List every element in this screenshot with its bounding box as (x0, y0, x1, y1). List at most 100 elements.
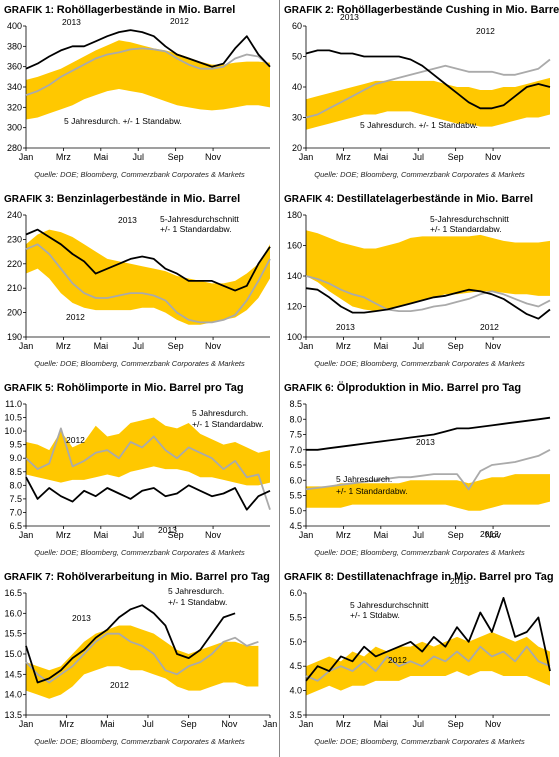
x-tick-label: Jul (412, 341, 424, 351)
y-tick-label: 300 (7, 123, 22, 133)
y-tick-label: 8.5 (9, 467, 22, 477)
y-tick-label: 220 (7, 259, 22, 269)
x-tick-label: Mai (374, 719, 389, 729)
chart-title: GRAFIK 6: Ölproduktion in Mio. Barrel pr… (284, 381, 521, 394)
y-tick-label: 16.0 (4, 608, 22, 618)
chart-title: GRAFIK 7: Rohölverarbeitung in Mio. Barr… (4, 571, 270, 583)
chart-svg: GRAFIK 8: Destillatenachfrage in Mio. Ba… (284, 571, 554, 746)
chart-label: GRAFIK 7: (4, 572, 57, 583)
x-tick-label: Jan (299, 719, 314, 729)
chart-title: GRAFIK 1: Rohöllagerbestände in Mio. Bar… (4, 4, 235, 16)
x-tick-label: Mrz (56, 152, 71, 162)
std-band (26, 40, 270, 120)
x-tick-label: Mrz (336, 719, 351, 729)
series-line-2012 (25, 47, 271, 96)
x-tick-label: Jan (299, 530, 314, 540)
chart-panel-2: GRAFIK 2: Rohöllagerbestände Cushing in … (280, 0, 559, 189)
chart-svg: GRAFIK 1: Rohöllagerbestände in Mio. Bar… (4, 4, 271, 179)
annotation: 5 Jahresdurch. (336, 474, 392, 484)
annotation: 2012 (476, 26, 495, 36)
std-band (26, 625, 259, 699)
annotation: 5 Jahresdurch. (192, 408, 248, 418)
annotation: 2013 (118, 215, 137, 225)
chart-title: GRAFIK 3: Benzinlagerbestände in Mio. Ba… (4, 193, 240, 205)
y-tick-label: 50 (292, 52, 302, 62)
chart-title: GRAFIK 2: Rohöllagerbestände Cushing in … (284, 4, 559, 16)
y-tick-label: 100 (287, 332, 302, 342)
chart-svg: GRAFIK 7: Rohölverarbeitung in Mio. Barr… (4, 571, 278, 746)
x-tick-label: Jul (412, 152, 424, 162)
x-tick-label: Mrz (56, 341, 71, 351)
y-tick-label: 16.5 (4, 588, 22, 598)
y-tick-label: 9.0 (9, 453, 22, 463)
y-tick-label: 190 (7, 332, 22, 342)
y-tick-label: 7.0 (289, 445, 302, 455)
chart-title: GRAFIK 4: Destillatelagerbestände in Mio… (284, 193, 533, 205)
annotation: 5 Jahresdurch. (168, 586, 224, 596)
y-tick-label: 30 (292, 113, 302, 123)
annotation: 2012 (66, 312, 85, 322)
chart-panel-4: GRAFIK 4: Destillatelagerbestände in Mio… (280, 189, 559, 378)
y-tick-label: 140 (287, 271, 302, 281)
y-tick-label: 10.5 (4, 413, 22, 423)
chart-title-text: Ölproduktion in Mio. Barrel pro Tag (337, 381, 521, 394)
annotation: +/- 1 Standardabw. (430, 224, 502, 234)
x-tick-label: Nov (205, 152, 222, 162)
annotation: 5 Jahresdurch. +/- 1 Standabw. (360, 120, 478, 130)
y-tick-label: 6.0 (289, 475, 302, 485)
chart-title-text: Destillatenachfrage in Mio. Barrel pro T… (337, 571, 554, 583)
y-tick-label: 8.5 (289, 399, 302, 409)
y-tick-label: 240 (7, 210, 22, 220)
chart-title-text: Rohölverarbeitung in Mio. Barrel pro Tag (57, 571, 270, 583)
chart-title-text: Rohöllagerbestände in Mio. Barrel (57, 4, 235, 16)
source-note: Quelle: DOE; Bloomberg, Commerzbank Corp… (34, 359, 245, 368)
chart-panel-3: GRAFIK 3: Benzinlagerbestände in Mio. Ba… (0, 189, 279, 378)
chart-svg: GRAFIK 4: Destillatelagerbestände in Mio… (284, 193, 551, 368)
x-tick-label: Mai (100, 719, 115, 729)
y-tick-label: 20 (292, 143, 302, 153)
annotation: 2013 (72, 613, 91, 623)
x-tick-label: Mrz (336, 341, 351, 351)
x-tick-label: Sep (448, 341, 464, 351)
y-tick-label: 360 (7, 62, 22, 72)
series-line-2013 (25, 228, 271, 292)
chart-title-text: Rohölimporte in Mio. Barrel pro Tag (57, 382, 244, 394)
x-tick-label: Mai (374, 341, 389, 351)
x-tick-label: Nov (205, 341, 222, 351)
x-tick-label: Mrz (59, 719, 74, 729)
series-line-2012 (25, 632, 259, 684)
y-tick-label: 7.5 (289, 430, 302, 440)
annotation: 5-Jahresdurchschnitt (430, 214, 510, 224)
x-tick-label: Jul (412, 719, 424, 729)
y-tick-label: 230 (7, 234, 22, 244)
source-note: Quelle: DOE; Bloomberg, Commerzbank Corp… (314, 359, 525, 368)
y-tick-label: 7.5 (9, 494, 22, 504)
x-tick-label: Mai (94, 530, 109, 540)
y-tick-label: 400 (7, 21, 22, 31)
x-tick-label: Sep (168, 152, 184, 162)
annotation: 2013 (340, 12, 359, 22)
chart-title: GRAFIK 5: Rohölimporte in Mio. Barrel pr… (4, 382, 244, 394)
annotation: +/- 1 Standardabw. (160, 224, 232, 234)
y-tick-label: 40 (292, 82, 302, 92)
annotation: 2013 (450, 576, 469, 586)
chart-label: GRAFIK 8: (284, 572, 337, 583)
y-tick-label: 14.0 (4, 690, 22, 700)
y-tick-label: 10.0 (4, 426, 22, 436)
source-note: Quelle: DOE; Bloomberg, Commerzbank Corp… (314, 170, 525, 179)
x-tick-label: Nov (485, 152, 502, 162)
y-tick-label: 6.5 (289, 460, 302, 470)
series-line-2013 (305, 597, 551, 682)
series-line-2012 (25, 243, 271, 324)
chart-svg: GRAFIK 2: Rohöllagerbestände Cushing in … (284, 4, 559, 179)
source-note: Quelle: DOE; Bloomberg, Commerzbank Corp… (314, 548, 525, 557)
std-band (26, 229, 270, 325)
series-line-2012 (25, 427, 271, 510)
annotation: 2013 (62, 17, 81, 27)
annotation: 2012 (170, 16, 189, 26)
y-tick-label: 15.5 (4, 629, 22, 639)
x-tick-label: Mrz (336, 530, 351, 540)
y-tick-label: 120 (287, 302, 302, 312)
x-tick-label: Jan (263, 719, 278, 729)
std-band (306, 77, 550, 130)
